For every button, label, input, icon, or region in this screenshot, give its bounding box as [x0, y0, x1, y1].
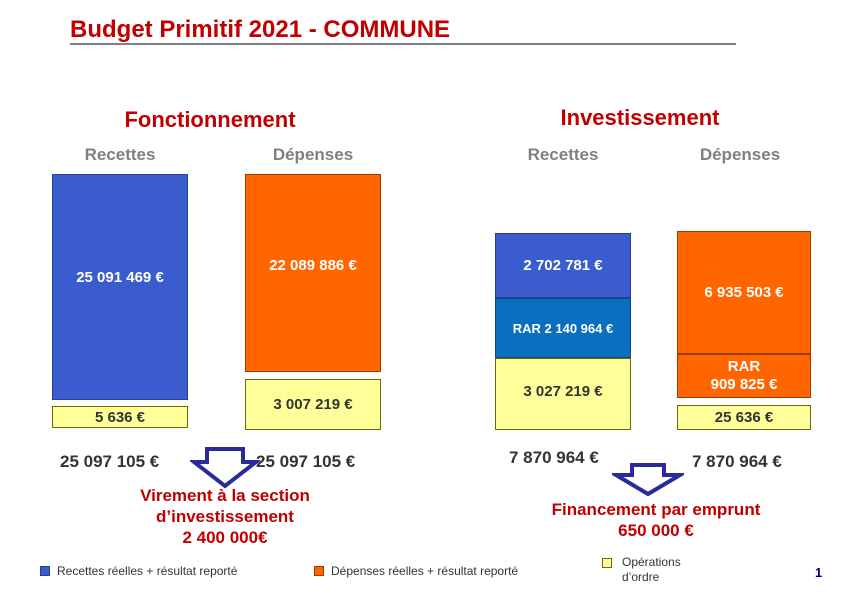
investissement-total-depenses: 7 870 964 € — [692, 452, 782, 471]
investissement-heading: Investissement — [560, 105, 720, 130]
fonctionnement-total-recettes: 25 097 105 € — [60, 452, 160, 471]
fonctionnement-depenses-ordre-value: 3 007 219 € — [273, 396, 353, 413]
investissement-depenses-reelles-value: 6 935 503 € — [704, 284, 784, 301]
virement-amount: 2 400 000€ — [182, 528, 268, 547]
fonctionnement-depenses-ordre-bar: 3 007 219 € — [245, 379, 381, 430]
virement-note: Virement à la section d’investissement 2… — [100, 485, 350, 548]
virement-line1: Virement à la section — [140, 486, 310, 505]
fonctionnement-recettes-ordre-value: 5 636 € — [94, 408, 146, 426]
title-underline — [70, 43, 736, 45]
legend-ordre-label: Opérations d’ordre — [622, 555, 681, 585]
investissement-recettes-ordre-bar: 3 027 219 € — [495, 358, 631, 430]
fonctionnement-recettes-label: Recettes — [84, 145, 156, 164]
investissement-depenses-ordre-bar: 25 636 € — [677, 405, 811, 430]
legend-recettes-swatch — [40, 566, 50, 576]
fonctionnement-recettes-ordre-bar: 5 636 € — [52, 406, 188, 428]
legend-depenses-label: Dépenses réelles + résultat reporté — [331, 564, 519, 578]
fonctionnement-total-depenses: 25 097 105 € — [256, 452, 356, 471]
financement-line1: Financement par emprunt — [551, 500, 761, 519]
legend-depenses-swatch — [314, 566, 324, 576]
legend-ordre-line1: Opérations — [622, 555, 681, 569]
investissement-recettes-label: Recettes — [527, 145, 599, 164]
fonctionnement-depenses-label: Dépenses — [272, 145, 354, 164]
investissement-depenses-rar-bar: RAR 909 825 € — [677, 354, 811, 398]
investissement-recettes-ordre-value: 3 027 219 € — [523, 382, 603, 400]
fonctionnement-depenses-reelles-value: 22 089 886 € — [269, 257, 357, 274]
page-number: 1 — [815, 565, 823, 580]
legend-recettes-label: Recettes réelles + résultat reporté — [57, 564, 238, 578]
investissement-total-recettes: 7 870 964 € — [509, 448, 599, 467]
financement-amount: 650 000 € — [618, 521, 694, 540]
investissement-recettes-rar-bar: RAR 2 140 964 € — [495, 298, 631, 358]
fonctionnement-heading: Fonctionnement — [124, 107, 296, 132]
virement-arrow-icon — [190, 447, 260, 489]
investissement-depenses-reelles-bar: 6 935 503 € — [677, 231, 811, 354]
fonctionnement-depenses-reelles-bar: 22 089 886 € — [245, 174, 381, 372]
investissement-recettes-rar-value: RAR 2 140 964 € — [512, 320, 614, 336]
investissement-recettes-reelles-value: 2 702 781 € — [523, 257, 603, 274]
investissement-depenses-ordre-value: 25 636 € — [714, 409, 774, 426]
investissement-depenses-rar-value: 909 825 € — [710, 376, 778, 393]
page-title: Budget Primitif 2021 - COMMUNE — [70, 16, 451, 43]
legend-ordre-swatch — [602, 558, 612, 568]
fonctionnement-recettes-reelles-bar: 25 091 469 € — [52, 174, 188, 400]
investissement-depenses-rar-label: RAR — [727, 358, 761, 375]
investissement-depenses-label: Dépenses — [699, 145, 781, 164]
legend-ordre-line2: d’ordre — [622, 570, 660, 584]
investissement-recettes-reelles-bar: 2 702 781 € — [495, 233, 631, 298]
financement-arrow-icon — [612, 463, 684, 497]
virement-line2: d’investissement — [156, 507, 294, 526]
fonctionnement-recettes-reelles-value: 25 091 469 € — [76, 268, 164, 286]
financement-note: Financement par emprunt 650 000 € — [516, 499, 796, 541]
